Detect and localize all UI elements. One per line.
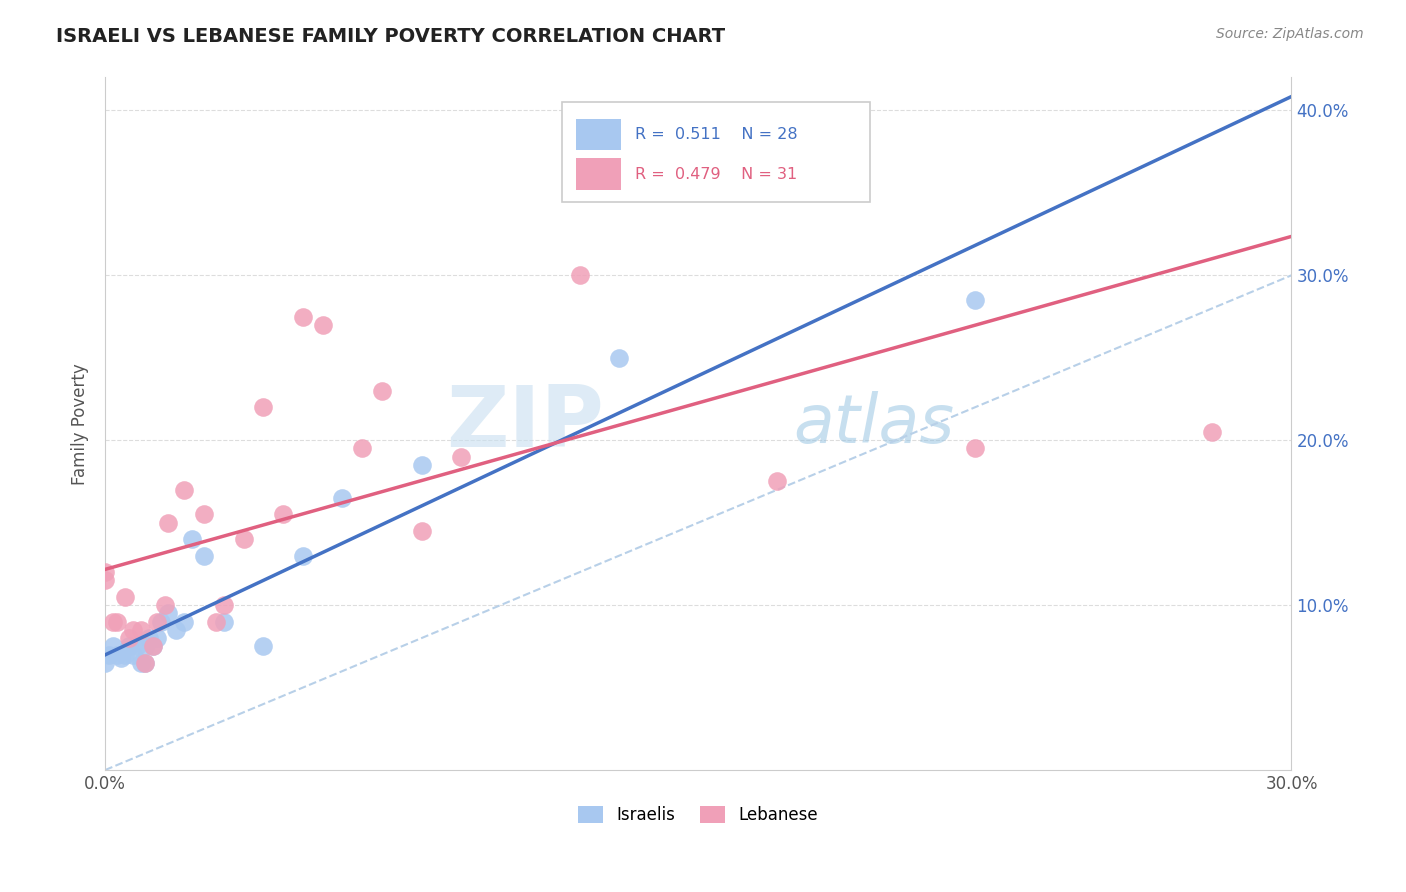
Point <box>450 450 472 464</box>
Point <box>252 401 274 415</box>
Point <box>291 549 314 563</box>
Point <box>138 631 160 645</box>
Point <box>173 483 195 497</box>
Text: ZIP: ZIP <box>446 382 603 466</box>
Point <box>1201 425 1223 439</box>
Point <box>134 656 156 670</box>
Point <box>181 532 204 546</box>
FancyBboxPatch shape <box>576 119 621 150</box>
Y-axis label: Family Poverty: Family Poverty <box>72 363 89 484</box>
Point <box>568 268 591 283</box>
Point <box>149 615 172 629</box>
Point <box>142 640 165 654</box>
Point <box>101 615 124 629</box>
Point <box>118 640 141 654</box>
Point <box>252 640 274 654</box>
Point <box>212 598 235 612</box>
Point <box>965 293 987 307</box>
Point <box>965 442 987 456</box>
Point <box>766 475 789 489</box>
Point <box>114 648 136 662</box>
Point <box>193 508 215 522</box>
Point <box>134 656 156 670</box>
Point <box>157 607 180 621</box>
Point <box>271 508 294 522</box>
Point <box>94 574 117 588</box>
Point <box>193 549 215 563</box>
Point <box>173 615 195 629</box>
Point <box>648 54 671 68</box>
Point <box>105 615 128 629</box>
Text: atlas: atlas <box>793 391 955 457</box>
Point <box>105 648 128 662</box>
Point <box>212 615 235 629</box>
Point <box>122 623 145 637</box>
Point <box>411 458 433 472</box>
Point <box>291 310 314 324</box>
Point <box>332 491 354 505</box>
Point <box>312 318 335 332</box>
Point <box>122 648 145 662</box>
Point <box>94 565 117 579</box>
Point <box>129 656 152 670</box>
Text: Source: ZipAtlas.com: Source: ZipAtlas.com <box>1216 27 1364 41</box>
FancyBboxPatch shape <box>562 102 870 202</box>
Point <box>101 640 124 654</box>
Point <box>153 598 176 612</box>
Point <box>94 656 117 670</box>
Point <box>205 615 228 629</box>
Point <box>98 648 121 662</box>
Point <box>134 640 156 654</box>
Point <box>142 640 165 654</box>
Point <box>129 623 152 637</box>
Point <box>145 615 167 629</box>
Point <box>114 590 136 604</box>
FancyBboxPatch shape <box>576 159 621 190</box>
Point <box>232 532 254 546</box>
Text: ISRAELI VS LEBANESE FAMILY POVERTY CORRELATION CHART: ISRAELI VS LEBANESE FAMILY POVERTY CORRE… <box>56 27 725 45</box>
Point <box>371 384 394 398</box>
Point <box>411 524 433 538</box>
Point <box>118 631 141 645</box>
Text: R =  0.479    N = 31: R = 0.479 N = 31 <box>636 167 797 182</box>
Point <box>125 640 148 654</box>
Point <box>145 631 167 645</box>
Point <box>165 623 187 637</box>
Text: R =  0.511    N = 28: R = 0.511 N = 28 <box>636 128 799 143</box>
Point <box>607 351 630 365</box>
Point <box>110 651 132 665</box>
Point <box>157 516 180 530</box>
Point <box>352 442 374 456</box>
Legend: Israelis, Lebanese: Israelis, Lebanese <box>578 805 818 824</box>
